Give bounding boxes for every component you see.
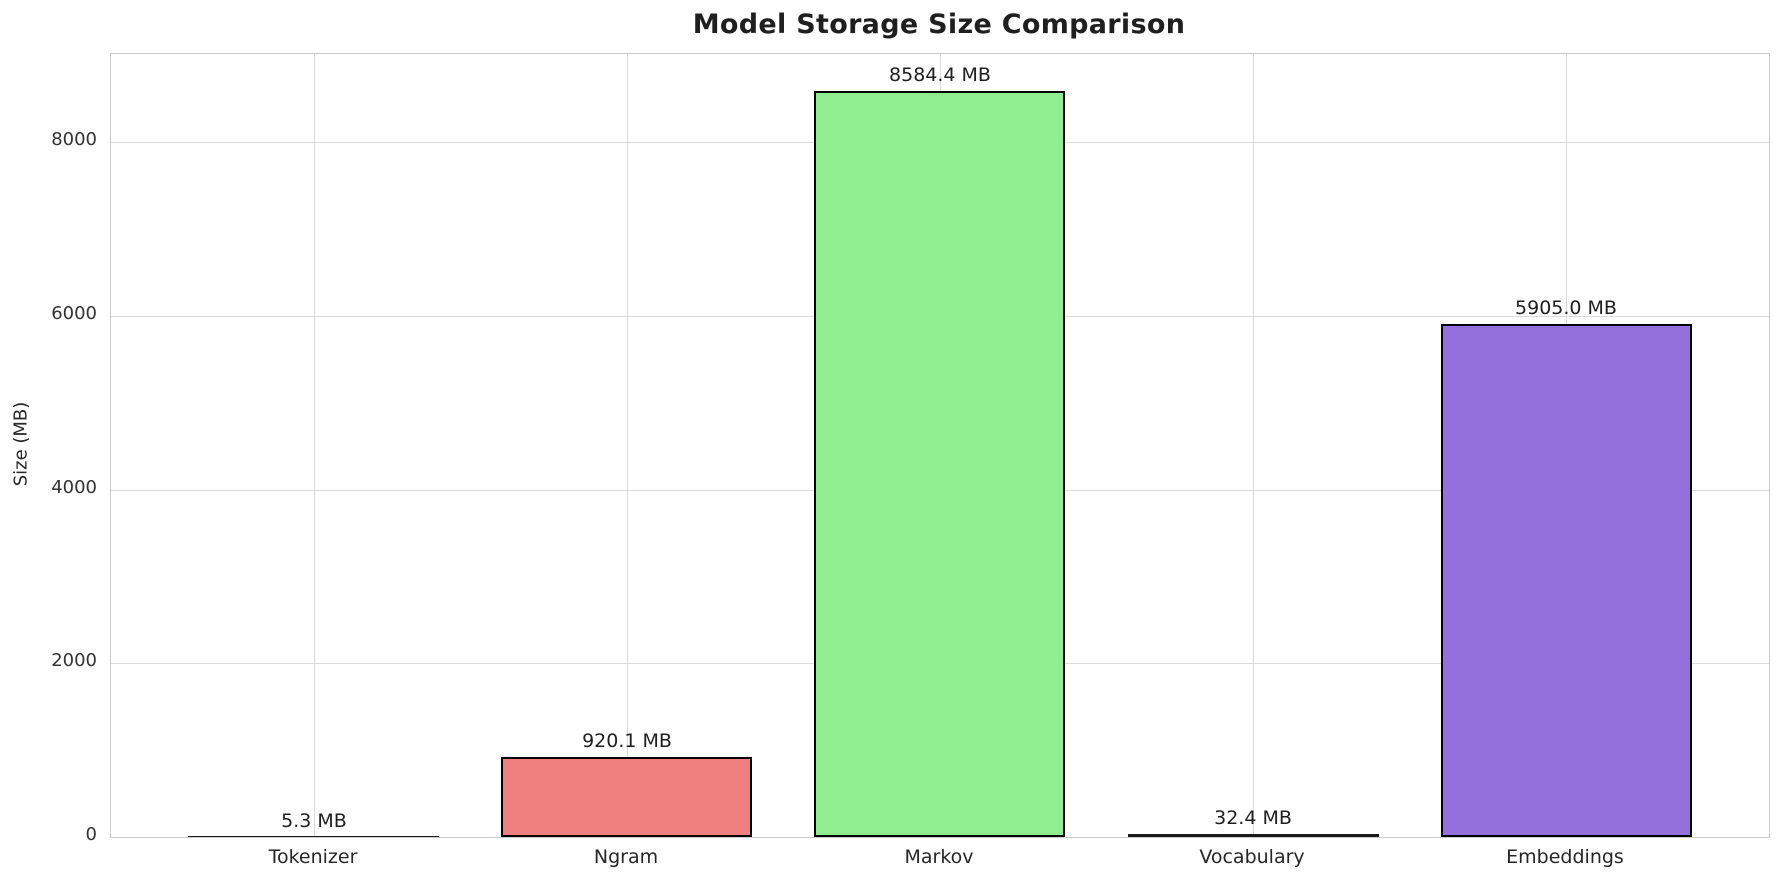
bar-embeddings — [1441, 324, 1692, 837]
chart-title: Model Storage Size Comparison — [692, 9, 1186, 40]
bar-value-label: 5905.0 MB — [1515, 297, 1617, 320]
x-tick-label: Vocabulary — [1199, 846, 1305, 868]
gridline-vertical — [1253, 54, 1254, 837]
y-axis-label: Size (MB) — [10, 401, 32, 487]
x-tick-label: Tokenizer — [268, 846, 358, 868]
bar-value-label: 5.3 MB — [281, 809, 347, 832]
bar-value-label: 32.4 MB — [1214, 807, 1292, 830]
gridline-vertical — [314, 54, 315, 837]
bar-tokenizer — [188, 835, 439, 837]
bar-value-label: 920.1 MB — [582, 730, 672, 753]
bar-vocabulary — [1128, 834, 1379, 837]
x-tick-label: Ngram — [593, 846, 659, 868]
y-tick-label: 2000 — [51, 650, 97, 671]
y-tick-label: 4000 — [51, 477, 97, 498]
bar-markov — [814, 91, 1065, 837]
plot-area: 5.3 MB 920.1 MB 8584.4 MB 32.4 MB 5905.0 MB — [110, 53, 1770, 838]
bar-ngram — [501, 757, 752, 837]
bar-value-label: 8584.4 MB — [889, 64, 991, 87]
y-tick-label: 6000 — [51, 303, 97, 324]
x-tick-label: Markov — [904, 846, 974, 868]
x-tick-label: Embeddings — [1506, 846, 1624, 868]
y-tick-label: 0 — [85, 824, 97, 845]
gridline-vertical — [627, 54, 628, 837]
y-tick-label: 8000 — [51, 129, 97, 150]
